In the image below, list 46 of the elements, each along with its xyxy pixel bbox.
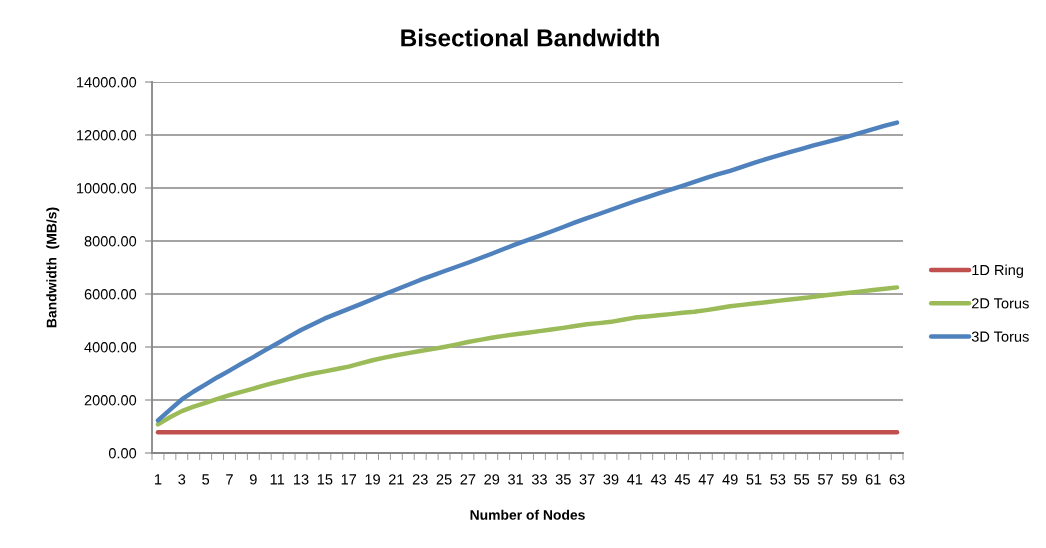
x-tick-label: 51 <box>746 474 762 485</box>
y-tick-label: 2000.00 <box>84 395 137 406</box>
x-tick-label: 15 <box>317 474 333 485</box>
x-tick-label: 43 <box>650 474 667 485</box>
y-tick-label: 8000.00 <box>84 236 137 247</box>
y-tick-label: 4000.00 <box>84 342 137 353</box>
x-tick-label: 19 <box>365 474 380 485</box>
x-tick-label: 31 <box>508 474 523 485</box>
x-axis-title: Number of Nodes <box>470 509 585 520</box>
x-tick-label: 13 <box>294 474 309 485</box>
y-tick-label: 0.00 <box>108 448 137 459</box>
y-tick-label: 12000.00 <box>77 130 137 141</box>
x-tick-label: 39 <box>603 474 619 485</box>
x-tick-label: 35 <box>555 474 571 485</box>
x-tick-label: 1 <box>155 474 162 485</box>
x-tick-label: 27 <box>460 474 476 485</box>
y-tick-label: 10000.00 <box>77 183 137 194</box>
chart-title: Bisectional Bandwidth <box>401 28 659 47</box>
y-tick-label: 14000.00 <box>77 77 137 88</box>
x-tick-label: 3 <box>178 474 186 485</box>
x-tick-label: 59 <box>841 474 857 485</box>
x-tick-label: 17 <box>341 474 357 485</box>
x-tick-label: 21 <box>389 474 404 485</box>
x-tick-label: 11 <box>270 474 285 485</box>
x-tick-label: 5 <box>202 474 210 485</box>
x-tick-label: 37 <box>579 474 595 485</box>
x-tick-label: 49 <box>722 474 738 485</box>
x-tick-label: 25 <box>436 474 452 485</box>
x-tick-label: 33 <box>531 474 547 485</box>
x-tick-label: 29 <box>484 474 500 485</box>
x-tick-label: 53 <box>770 474 786 485</box>
x-tick-label: 47 <box>698 474 714 485</box>
legend-label: 1D Ring <box>972 264 1023 279</box>
x-tick-label: 61 <box>865 474 881 485</box>
y-axis-title: Bandwidth (MB/s) <box>46 207 60 328</box>
x-tick-label: 41 <box>627 474 643 485</box>
legend-label: 3D Torus <box>971 331 1029 342</box>
y-tick-label: 6000.00 <box>84 289 137 300</box>
x-tick-label: 9 <box>249 474 257 485</box>
x-tick-label: 7 <box>226 474 233 485</box>
x-tick-label: 23 <box>412 474 428 485</box>
legend-label: 2D Torus <box>971 298 1029 309</box>
x-tick-label: 57 <box>817 474 833 485</box>
x-tick-label: 55 <box>794 474 810 485</box>
x-tick-label: 45 <box>674 474 690 485</box>
x-tick-label: 63 <box>889 474 905 485</box>
